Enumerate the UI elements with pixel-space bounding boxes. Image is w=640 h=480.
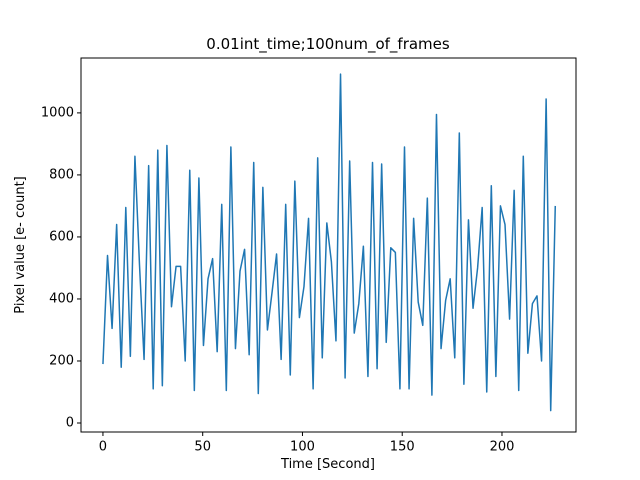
x-tick-label: 150 [390, 440, 415, 455]
y-tick-label: 600 [49, 229, 74, 244]
y-tick-label: 400 [49, 291, 74, 306]
x-tick-label: 50 [194, 440, 211, 455]
y-tick-label: 200 [49, 353, 74, 368]
x-tick-label: 200 [490, 440, 515, 455]
plot-frame [80, 57, 577, 433]
y-tick-label: 800 [49, 167, 74, 182]
y-tick-label: 1000 [41, 105, 74, 120]
x-tick-label: 0 [99, 440, 107, 455]
y-axis-label: Pixel value [e- count] [13, 176, 28, 313]
y-tick-label: 0 [66, 416, 74, 431]
x-axis-label: Time [Second] [280, 457, 375, 472]
chart-title: 0.01int_time;100num_of_frames [206, 35, 450, 54]
x-tick-label: 100 [290, 440, 315, 455]
data-line [102, 73, 557, 412]
